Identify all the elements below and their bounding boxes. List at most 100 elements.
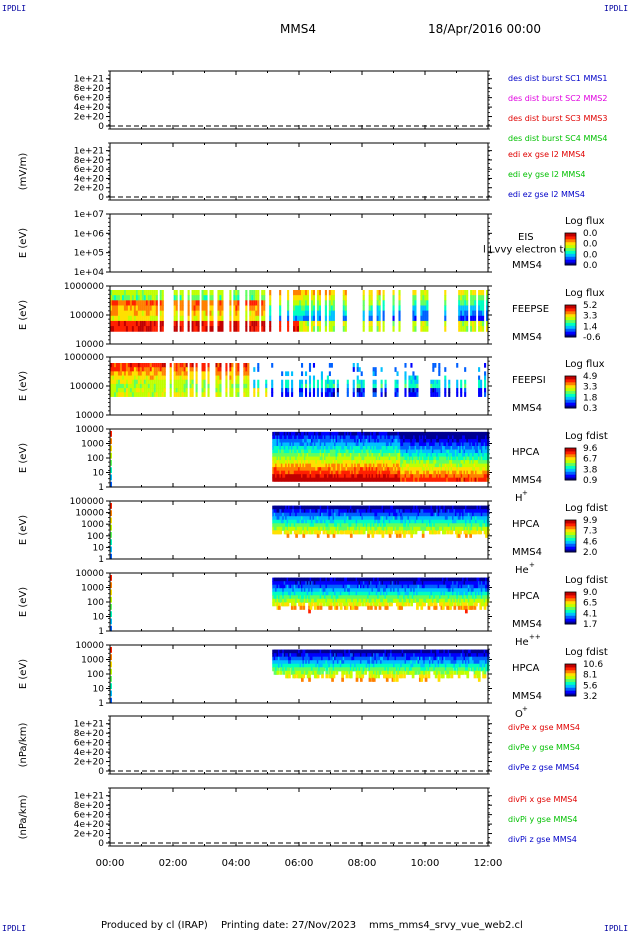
panel-6-heat-cell xyxy=(364,474,367,479)
panel-7-heat-cell xyxy=(316,519,320,524)
panel-4-heat-cell xyxy=(293,290,296,296)
panel-6-heat-cell xyxy=(447,442,451,447)
panel-5-heat-cell xyxy=(203,379,206,385)
panel-4-heat-cell xyxy=(179,290,182,296)
panel-4-heat-cell xyxy=(131,315,134,322)
panel-7-heat-cell xyxy=(315,530,319,535)
panel-7-heat-cell xyxy=(404,505,408,510)
panel-7-heat-cell xyxy=(272,526,275,531)
panel-4-heat-cell xyxy=(460,300,463,306)
panel-5-heat-cell xyxy=(143,371,146,377)
panel-6-heat-cell xyxy=(280,445,284,451)
panel-7-heat-cell xyxy=(293,519,297,524)
panel-4-heat-cell xyxy=(318,295,321,301)
panel-5-heat-cell xyxy=(245,375,248,381)
panel-6-heat-cell xyxy=(470,453,474,458)
panel-6-heat-cell xyxy=(408,477,412,482)
panel-7-heat-cell xyxy=(381,530,385,535)
panel-6-heat-cell xyxy=(110,481,112,488)
panel-4-heat-cell xyxy=(201,305,204,312)
panel-4-heat-cell xyxy=(382,326,385,332)
panel-5-heat-cell xyxy=(312,379,316,385)
panel-4-heat-cell xyxy=(368,310,371,317)
panel-7-heat-cell xyxy=(300,512,304,517)
panel-6-heat-cell xyxy=(372,474,376,479)
panel-7-heat-cell xyxy=(380,509,383,514)
panel-5-heat-cell xyxy=(324,383,327,389)
panel-7-heat-cell xyxy=(328,530,332,535)
panel-6-heat-cell xyxy=(401,467,405,472)
panel-4-heat-cell xyxy=(472,326,475,332)
panel-4-heat-cell xyxy=(233,326,236,332)
panel-7-heat-cell xyxy=(398,512,402,517)
panel-6-heat-cell xyxy=(391,463,395,468)
panel-6-heat-cell xyxy=(407,477,411,482)
panel-6-heat-cell xyxy=(351,435,355,440)
panel-7-heat-cell xyxy=(302,519,306,524)
panel-6-heat-cell xyxy=(339,453,343,458)
panel-4-heat-cell xyxy=(211,290,214,296)
panel-4-heat-cell xyxy=(318,315,321,322)
panel-5-heat-cell xyxy=(444,392,447,397)
panel-7-heat-cell xyxy=(401,526,405,531)
panel-6-heat-cell xyxy=(316,477,320,482)
panel-6-colorbar-segment xyxy=(565,474,576,478)
panel-7-heat-cell xyxy=(288,509,291,514)
panel-6-heat-cell xyxy=(306,470,310,475)
panel-6-heat-cell xyxy=(406,442,409,447)
panel-6-heat-cell xyxy=(347,438,350,443)
panel-5-heat-cell xyxy=(217,371,220,377)
panel-4-heat-cell xyxy=(229,310,232,317)
panel-4-heat-cell xyxy=(219,315,222,322)
panel-6-heat-cell xyxy=(322,435,326,440)
panel-5-heat-cell xyxy=(253,379,256,385)
panel-6-heat-cell xyxy=(335,442,339,447)
panel-4-heat-cell xyxy=(293,295,296,301)
panel-6-heat-cell xyxy=(315,449,319,454)
panel-7-heat-cell xyxy=(299,512,303,517)
panel-7-heat-cell xyxy=(272,523,275,528)
panel-5-heat-cell xyxy=(225,363,228,368)
panel-6-heat-cell xyxy=(334,449,337,454)
panel-6-heat-cell xyxy=(390,442,393,447)
panel-4-heat-cell xyxy=(293,310,296,317)
panel-6-heat-cell xyxy=(312,449,316,454)
panel-6-heat-cell xyxy=(441,477,445,482)
panel-5-heat-cell xyxy=(145,379,148,385)
panel-6-heat-cell xyxy=(485,477,488,482)
panel-6-heat-cell xyxy=(364,453,367,458)
panel-6-heat-cell xyxy=(296,438,300,443)
panel-7-heat-cell xyxy=(406,526,409,531)
panel-6-heat-cell xyxy=(282,445,285,451)
panel-7-heat-cell xyxy=(348,523,352,528)
panel-6-heat-cell xyxy=(423,431,426,436)
panel-6-heat-cell xyxy=(436,474,439,479)
panel-5-heat-cell xyxy=(201,371,204,377)
panel-6-heat-cell xyxy=(460,438,464,443)
panel-5-colorbar-segment xyxy=(565,390,576,394)
panel-7-heat-cell xyxy=(371,509,375,514)
panel-6-heat-cell xyxy=(437,442,441,447)
panel-6-heat-cell xyxy=(361,477,365,482)
panel-6-heat-cell xyxy=(375,449,379,454)
panel-6-heat-cell xyxy=(384,467,388,472)
panel-5-heat-cell xyxy=(149,371,152,377)
panel-6-heat-cell xyxy=(321,438,324,443)
panel-6-heat-cell xyxy=(380,449,383,454)
panel-4-colorbar-segment xyxy=(565,331,576,335)
panel-4-heat-cell xyxy=(197,295,200,301)
panel-4-heat-cell xyxy=(392,315,395,322)
panel-4-heat-cell xyxy=(328,326,331,332)
panel-6-heat-cell xyxy=(370,453,373,458)
panel-4-heat-cell xyxy=(318,305,321,312)
panel-6-heat-cell xyxy=(347,449,350,454)
panel-4-heat-cell xyxy=(237,320,240,327)
panel-5-heat-cell xyxy=(133,388,136,393)
panel-7-heat-cell xyxy=(358,530,362,535)
panel-7-heat-cell xyxy=(341,526,344,531)
panel-7-heat-cell xyxy=(288,523,291,528)
panel-5-heat-cell xyxy=(125,371,129,377)
panel-7-heat-cell xyxy=(313,526,317,531)
panel-6-heat-cell xyxy=(319,474,323,479)
panel-6-heat-cell xyxy=(424,453,428,458)
